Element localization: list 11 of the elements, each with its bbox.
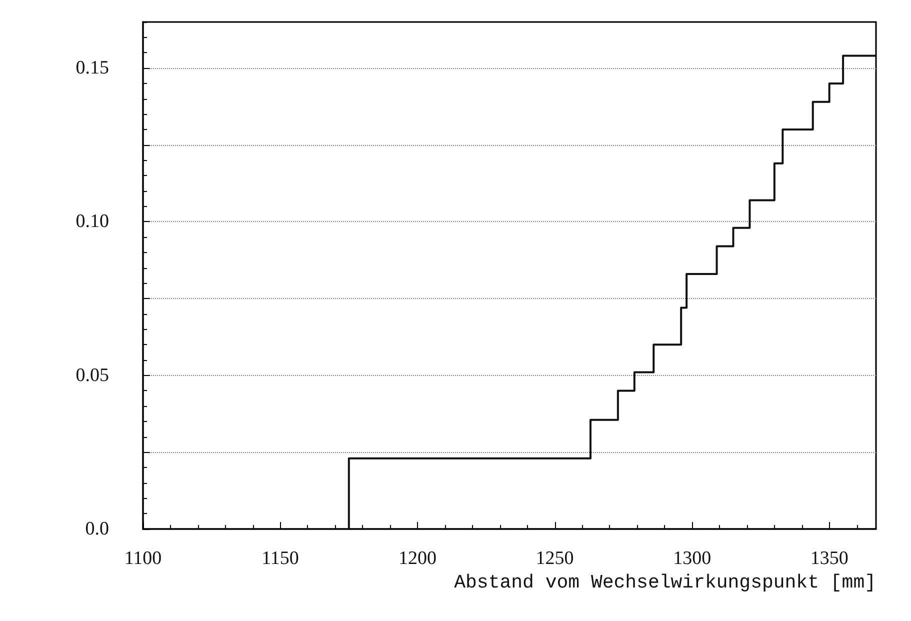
x-tick-label: 1100	[124, 548, 162, 569]
y-tick-label: 0.05	[76, 364, 109, 386]
x-tick-label: 1300	[673, 548, 712, 569]
x-tick-label: 1150	[262, 548, 299, 569]
y-tick-label: 0.15	[76, 58, 109, 79]
x-tick-label: 1350	[810, 548, 848, 569]
x-tick-label: 1200	[398, 548, 437, 569]
x-tick-label: 1250	[536, 548, 574, 569]
x-axis-title: Abstand vom Wechselwirkungspunkt [mm]	[454, 572, 876, 594]
y-tick-label: 0.0	[85, 518, 109, 540]
y-tick-label: 0.10	[76, 211, 109, 232]
